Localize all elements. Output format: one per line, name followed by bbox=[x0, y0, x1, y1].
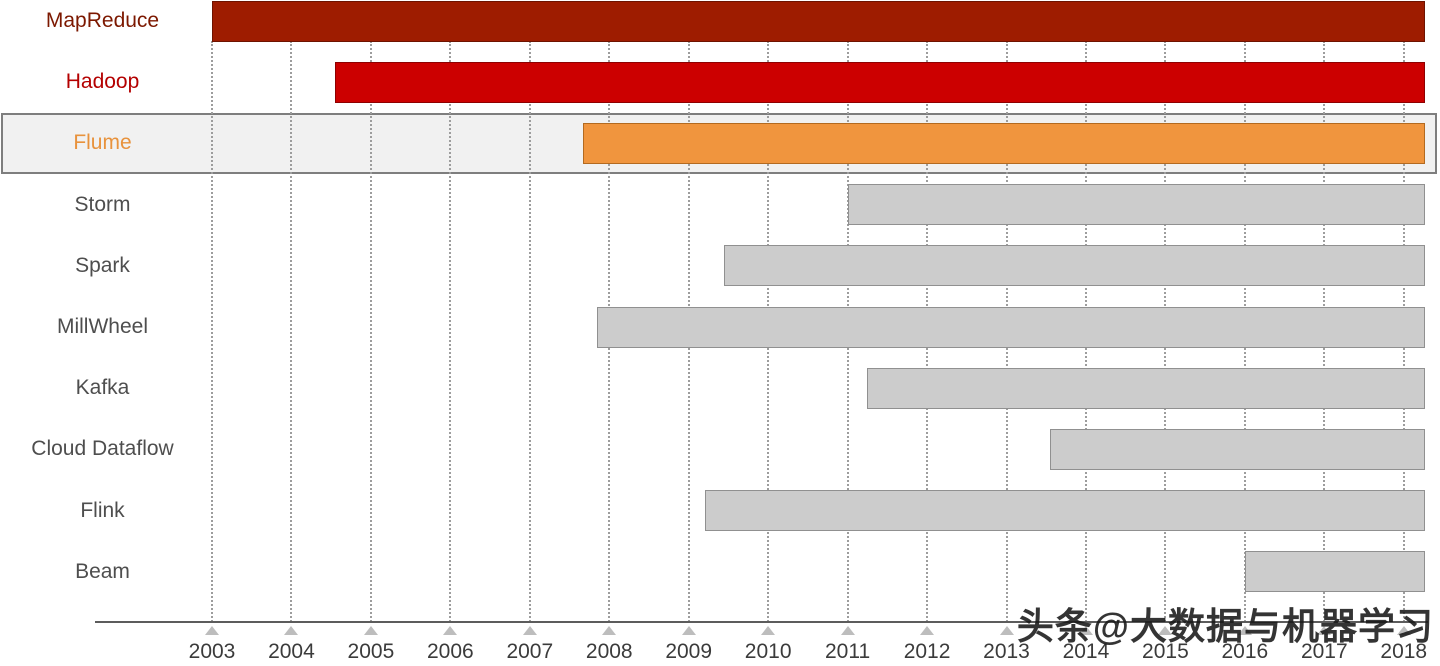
year-label-2015: 2015 bbox=[1142, 640, 1189, 663]
tick-marker-2004 bbox=[284, 626, 299, 635]
year-label-2011: 2011 bbox=[825, 640, 871, 663]
tick-marker-2011 bbox=[840, 626, 855, 635]
tick-marker-2006 bbox=[443, 626, 458, 635]
year-label-2006: 2006 bbox=[426, 640, 474, 663]
tick-marker-2012 bbox=[920, 626, 935, 635]
bar-millwheel bbox=[597, 306, 1425, 348]
x-axis-line bbox=[95, 621, 1428, 623]
year-label-2012: 2012 bbox=[903, 640, 951, 663]
gridline-2005 bbox=[369, 41, 372, 622]
bar-storm bbox=[847, 184, 1425, 226]
year-label-2004: 2004 bbox=[268, 640, 315, 663]
row-label-kafka: Kafka bbox=[75, 376, 130, 400]
row-label-cloud-dataflow: Cloud Dataflow bbox=[31, 437, 174, 461]
year-label-2009: 2009 bbox=[665, 640, 713, 663]
bar-beam bbox=[1244, 551, 1425, 593]
tick-marker-2013 bbox=[999, 626, 1014, 635]
row-label-storm: Storm bbox=[74, 192, 131, 216]
year-label-2017: 2017 bbox=[1300, 640, 1348, 663]
tick-marker-2008 bbox=[602, 626, 617, 635]
bar-mapreduce bbox=[212, 0, 1425, 42]
year-label-2014: 2014 bbox=[1062, 640, 1110, 663]
row-label-beam: Beam bbox=[75, 559, 130, 583]
gridline-2006 bbox=[449, 41, 452, 622]
year-label-2016: 2016 bbox=[1221, 640, 1269, 663]
gridline-2007 bbox=[528, 41, 531, 622]
tick-marker-2010 bbox=[761, 626, 776, 635]
row-label-spark: Spark bbox=[75, 253, 130, 277]
row-label-flume: Flume bbox=[73, 131, 132, 155]
year-label-2003: 2003 bbox=[188, 640, 236, 663]
row-label-millwheel: MillWheel bbox=[56, 315, 148, 338]
bar-flink bbox=[704, 490, 1425, 532]
gridline-2003 bbox=[211, 41, 213, 622]
bar-flume bbox=[583, 122, 1425, 164]
tick-marker-2018 bbox=[1396, 626, 1411, 635]
tick-marker-2016 bbox=[1237, 626, 1252, 635]
tick-marker-2003 bbox=[205, 626, 219, 635]
tick-marker-2007 bbox=[522, 626, 537, 635]
year-label-2018: 2018 bbox=[1380, 640, 1428, 663]
year-label-2007: 2007 bbox=[506, 640, 554, 663]
bar-spark bbox=[724, 245, 1425, 287]
bar-hadoop bbox=[335, 61, 1425, 103]
bar-kafka bbox=[867, 367, 1425, 409]
year-label-2013: 2013 bbox=[983, 640, 1030, 663]
year-label-2010: 2010 bbox=[744, 640, 792, 663]
bar-cloud-dataflow bbox=[1050, 428, 1425, 470]
row-label-mapreduce: MapReduce bbox=[45, 9, 160, 32]
year-label-2005: 2005 bbox=[347, 640, 395, 663]
gridline-2004 bbox=[290, 41, 293, 622]
row-label-flink: Flink bbox=[80, 498, 125, 522]
tick-marker-2017 bbox=[1317, 626, 1332, 635]
tick-marker-2015 bbox=[1158, 626, 1173, 635]
tick-marker-2005 bbox=[363, 626, 378, 635]
year-label-2008: 2008 bbox=[585, 640, 633, 663]
tick-marker-2014 bbox=[1078, 626, 1093, 635]
row-label-hadoop: Hadoop bbox=[65, 70, 140, 94]
watermark: 头条@大数据与机器学习 bbox=[1016, 606, 1434, 647]
tick-marker-2009 bbox=[681, 626, 696, 635]
